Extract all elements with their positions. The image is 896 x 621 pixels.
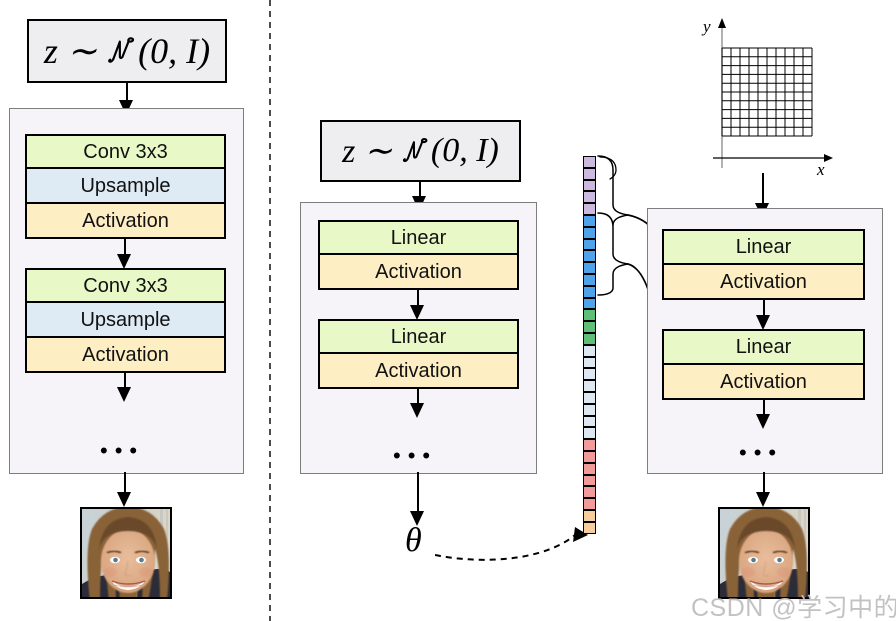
svg-text:y: y xyxy=(701,17,711,36)
svg-text:x: x xyxy=(816,160,825,179)
